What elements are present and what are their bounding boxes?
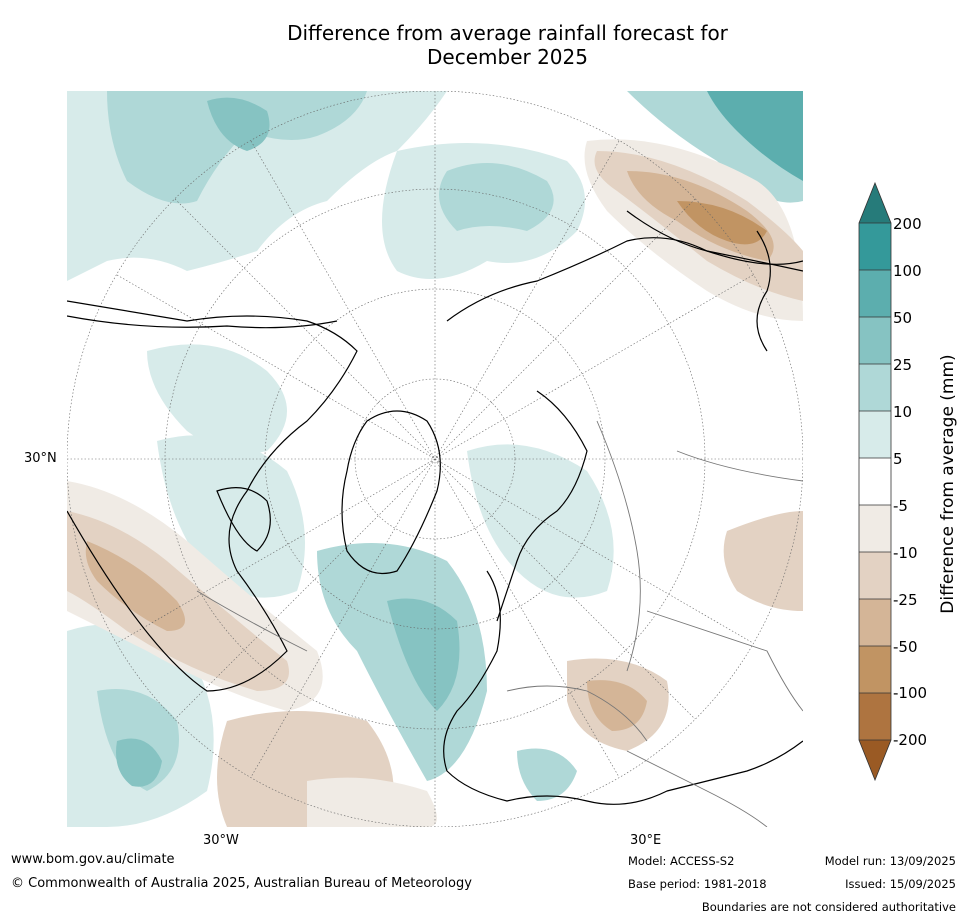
border-middle-east [626,750,768,827]
legend-arrow-top [859,183,891,223]
europe-coast [443,570,803,805]
wet-region-canada [157,435,305,598]
greenland-coast [341,410,441,575]
anomaly-shading [67,91,803,827]
east-siberia-coast [626,210,803,265]
border-canada-usa [196,590,308,652]
alaska-coast [67,315,338,329]
coastlines [67,210,803,805]
north-america-coast [67,300,358,692]
legend-label-100: 100 [893,262,922,280]
wet-region-northeast-core [707,91,803,181]
hudson-bay [216,487,271,552]
border-central-asia [646,610,803,712]
meridian-4 [174,198,696,720]
legend-label-50: 50 [893,309,913,327]
eurasia-coast [446,237,803,322]
lat-label-30n: 30°N [24,451,57,466]
wet-region-atlantic [317,543,487,781]
legend-label-m10: -10 [893,544,918,562]
footer-model-run: Model run: 13/09/2025 [824,854,956,868]
wet-region-scandinavia [467,444,614,598]
latitude-circle-60 [264,288,606,630]
wet-region-north-pacific-core [107,91,367,204]
graticule [67,91,803,827]
footer-base-period: Base period: 1981-2018 [628,877,767,891]
legend-colorbar [858,181,892,782]
rainfall-anomaly-map [67,91,803,827]
legend-arrow-bottom [859,740,891,780]
asia-east-coast [756,230,771,352]
wet-region-bering [207,97,270,151]
legend-swatch-5-10 [859,411,891,458]
legend-swatch-m5-m10 [859,505,891,552]
legend-label-m50: -50 [893,638,918,656]
dry-region-east-asia-peak [677,201,767,245]
lon-label-30e: 30°E [630,833,662,848]
legend-title: Difference from average (mm) [938,354,958,614]
border-china-mongolia [676,450,803,482]
dry-region-north-america-mid [67,511,289,691]
legend-label-m100: -100 [893,684,928,702]
legend-label-m200: -200 [893,731,928,749]
dry-region-asia-south [723,511,803,611]
map-panel [67,91,803,827]
footer-disclaimer: Boundaries are not considered authoritat… [701,900,956,914]
wet-region-siberia-core [439,163,554,231]
legend-swatch-m25-m50 [859,599,891,646]
title-line-2: December 2025 [427,45,588,69]
dry-region-middle-east-core [587,680,647,731]
legend-swatch-100-200 [859,223,891,270]
legend-swatch-50-100 [859,270,891,317]
wet-region-mediterranean [517,748,577,801]
title-line-1: Difference from average rainfall forecas… [287,21,728,45]
legend-label-25: 25 [893,356,913,374]
legend-label-m5: -5 [893,497,908,515]
footer-website-link[interactable]: www.bom.gov.au/climate [11,852,175,867]
legend-label-200: 200 [893,215,922,233]
legend-swatch-10-25 [859,364,891,411]
footer-model: Model: ACCESS-S2 [628,854,735,868]
wet-region-atlantic-core [387,598,460,711]
border-europe-central [506,685,648,742]
legend-label-5: 5 [893,450,903,468]
dry-region-north-america-core [85,541,185,631]
lon-label-30w: 30°W [203,833,239,848]
legend-label-m25: -25 [893,591,918,609]
legend-swatch-neutral [859,458,891,505]
border-russia-west [596,420,641,672]
legend-label-10: 10 [893,403,913,421]
legend-swatch-m100-m200 [859,693,891,740]
legend-swatch-m50-m100 [859,646,891,693]
country-borders [196,420,803,827]
wet-region-pacific-sw-peak [116,738,162,787]
chart-title: Difference from average rainfall forecas… [180,21,835,69]
scandinavia-coast [496,390,588,622]
dry-region-far-east [307,777,437,827]
legend-swatch-m10-m25 [859,552,891,599]
legend-swatch-25-50 [859,317,891,364]
legend-ticks [859,222,891,741]
footer-copyright: © Commonwealth of Australia 2025, Austra… [11,876,472,891]
footer-issued: Issued: 15/09/2025 [845,877,956,891]
wet-region-central [147,344,287,454]
